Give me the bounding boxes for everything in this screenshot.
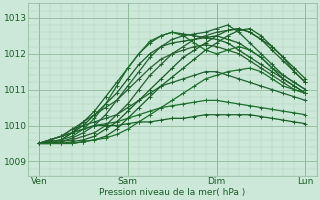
- X-axis label: Pression niveau de la mer( hPa ): Pression niveau de la mer( hPa ): [99, 188, 245, 197]
